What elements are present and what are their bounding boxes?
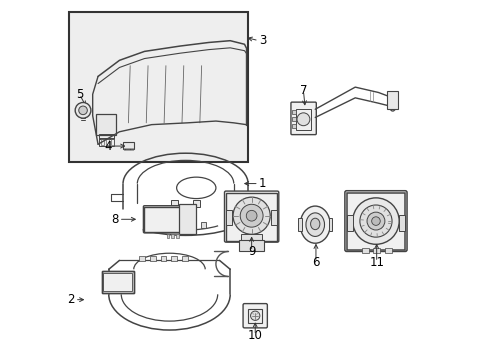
Bar [201, 222, 205, 228]
Bar [171, 200, 177, 207]
Bar [176, 234, 179, 238]
Bar [361, 248, 368, 253]
Bar [188, 222, 193, 228]
Bar [149, 256, 155, 261]
Bar [346, 193, 405, 249]
Bar [124, 148, 125, 150]
Ellipse shape [144, 208, 179, 231]
Bar [166, 234, 169, 238]
Bar [386, 91, 397, 109]
Bar [99, 134, 114, 139]
Bar [171, 234, 174, 238]
Bar [241, 234, 262, 241]
Bar [398, 215, 405, 231]
Ellipse shape [305, 213, 324, 237]
Bar [372, 248, 380, 253]
FancyBboxPatch shape [224, 191, 278, 242]
FancyBboxPatch shape [344, 191, 406, 251]
Bar [129, 148, 131, 150]
Bar [101, 139, 103, 145]
Bar [384, 248, 391, 253]
Bar [328, 217, 332, 231]
Bar [103, 273, 132, 291]
Bar [171, 256, 177, 261]
Ellipse shape [75, 103, 91, 118]
FancyBboxPatch shape [290, 102, 316, 135]
Bar [225, 193, 277, 241]
Ellipse shape [240, 204, 263, 227]
Ellipse shape [246, 210, 257, 221]
Bar [225, 210, 232, 225]
Bar [126, 148, 128, 150]
Ellipse shape [352, 198, 398, 244]
Ellipse shape [250, 311, 259, 320]
Ellipse shape [300, 206, 329, 243]
Text: 10: 10 [247, 329, 262, 342]
FancyBboxPatch shape [243, 303, 267, 328]
Ellipse shape [150, 211, 173, 227]
Text: 4: 4 [104, 140, 112, 153]
Bar [96, 114, 116, 135]
Bar [106, 139, 108, 145]
Ellipse shape [79, 106, 87, 114]
Bar [291, 124, 295, 128]
Bar [296, 109, 310, 130]
Bar [163, 222, 168, 228]
Ellipse shape [366, 212, 384, 230]
Bar [193, 200, 200, 207]
Bar [144, 207, 180, 232]
Ellipse shape [156, 214, 166, 224]
Bar [102, 271, 134, 293]
Ellipse shape [176, 177, 216, 199]
Bar [182, 256, 187, 261]
Bar [291, 110, 295, 114]
Bar [176, 222, 181, 228]
Bar [291, 117, 295, 121]
Bar [160, 256, 166, 261]
Ellipse shape [296, 113, 309, 126]
Bar [139, 256, 144, 261]
Bar [239, 240, 264, 251]
FancyBboxPatch shape [143, 206, 181, 233]
Bar [111, 139, 114, 145]
Text: 1: 1 [258, 177, 266, 190]
Ellipse shape [387, 93, 396, 111]
Bar [346, 215, 352, 231]
Ellipse shape [233, 197, 270, 234]
Bar [69, 12, 247, 162]
Bar [123, 143, 134, 149]
Text: 8: 8 [111, 213, 119, 226]
Bar [179, 204, 196, 234]
Bar [131, 148, 133, 150]
Text: 2: 2 [67, 293, 75, 306]
Bar [99, 138, 114, 146]
Text: 7: 7 [299, 84, 306, 97]
Ellipse shape [371, 217, 380, 225]
Ellipse shape [310, 218, 319, 230]
Text: 9: 9 [247, 245, 255, 258]
Ellipse shape [359, 205, 391, 237]
Text: 5: 5 [76, 88, 83, 101]
Text: 11: 11 [368, 256, 384, 269]
Bar [247, 309, 262, 323]
Bar [102, 271, 134, 293]
Bar [270, 210, 277, 225]
Text: 6: 6 [311, 256, 319, 269]
Text: 3: 3 [258, 34, 265, 47]
Bar [298, 217, 301, 231]
